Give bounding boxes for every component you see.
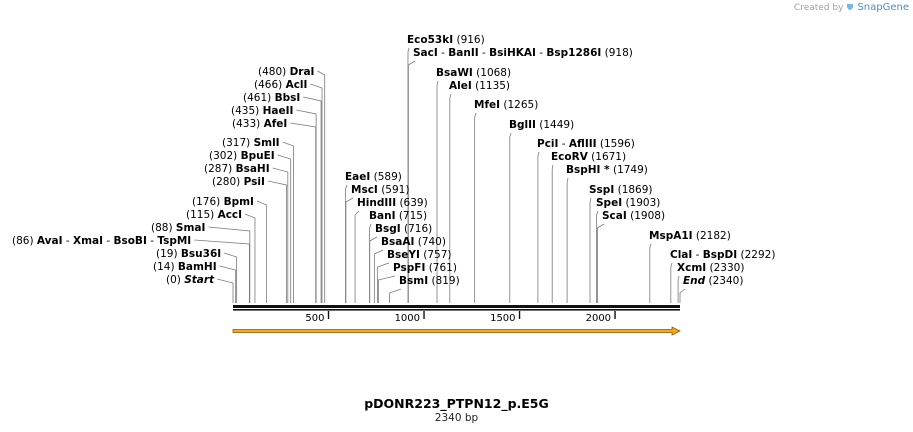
site-label-eco53ki[interactable]: Eco53kI (916)	[407, 34, 485, 46]
orf-feature	[232, 326, 681, 336]
site-leader-line	[377, 275, 396, 303]
scale-tick-label: 500	[305, 313, 324, 324]
site-label-msci[interactable]: MscI (591)	[351, 184, 409, 196]
site-label-bseyi[interactable]: BseYI (757)	[387, 249, 451, 261]
site-leader-line	[596, 210, 599, 303]
site-leader-line	[677, 275, 680, 303]
credit-brand: SnapGene	[857, 2, 909, 13]
site-label-bsmi[interactable]: BsmI (819)	[399, 275, 460, 287]
site-label-bsphi[interactable]: BspHI * (1749)	[566, 164, 648, 176]
site-label-end[interactable]: End (2340)	[683, 275, 743, 287]
site-leader-line	[345, 197, 354, 303]
site-leader-line	[449, 93, 452, 303]
site-leader-line	[589, 197, 592, 303]
site-leader-line	[219, 265, 237, 303]
map-title-block: pDONR223_PTPN12_p.E5G 2340 bp	[0, 396, 913, 424]
site-label-smai[interactable]: (88) SmaI	[151, 222, 205, 234]
orf-arrow[interactable]	[232, 326, 681, 336]
site-label-acli[interactable]: (466) AclI	[254, 79, 307, 91]
site-leader-line	[224, 252, 238, 303]
site-leader-line	[303, 96, 322, 303]
site-label-mfei[interactable]: MfeI (1265)	[474, 99, 538, 111]
site-leader-line	[317, 70, 326, 303]
site-leader-line	[566, 177, 569, 303]
site-label-alei[interactable]: AleI (1135)	[449, 80, 510, 92]
site-leader-line	[272, 167, 289, 303]
site-leader-line	[474, 112, 477, 303]
site-label-bsahi[interactable]: (287) BsaHI	[204, 163, 270, 175]
site-label-ecorv[interactable]: EcoRV (1671)	[551, 151, 626, 163]
site-label-pcii[interactable]: PciI - AflIII (1596)	[537, 138, 635, 150]
snapgene-credit: Created by SnapGene	[794, 2, 909, 13]
site-leader-line	[407, 60, 416, 303]
site-leader-line	[244, 213, 256, 303]
site-label-clai[interactable]: ClaI - BspDI (2292)	[670, 249, 775, 261]
credit-prefix: Created by	[793, 2, 844, 13]
site-leader-line	[310, 83, 323, 303]
site-label-bsawi[interactable]: BsaWI (1068)	[436, 67, 511, 79]
site-label-sspi[interactable]: SspI (1869)	[589, 184, 653, 196]
scale-ticks: 500 1000 1500 2000	[305, 311, 616, 324]
site-label-start[interactable]: (0) Start	[166, 274, 215, 286]
site-label-haeii[interactable]: (435) HaeII	[231, 105, 293, 117]
site-label-hindiii[interactable]: HindIII (639)	[357, 197, 428, 209]
map-title: pDONR223_PTPN12_p.E5G	[364, 396, 549, 411]
site-label-acci[interactable]: (115) AccI	[186, 209, 242, 221]
site-leader-lines	[194, 47, 686, 303]
site-leader-line	[389, 288, 402, 303]
site-label-smli[interactable]: (317) SmlI	[222, 137, 280, 149]
site-label-scai[interactable]: ScaI (1908)	[602, 210, 665, 222]
site-leader-line	[597, 223, 605, 303]
site-label-avai[interactable]: (86) AvaI - XmaI - BsoBI - TspMI	[12, 235, 191, 247]
site-label-bani[interactable]: BanI (715)	[369, 210, 427, 222]
site-leader-line	[216, 278, 234, 303]
site-label-drai[interactable]: (480) DraI	[258, 66, 314, 78]
map-length: 2340 bp	[434, 412, 479, 424]
site-leader-line	[373, 249, 384, 303]
snapgene-logo-icon	[847, 3, 854, 10]
site-label-bbsi[interactable]: (461) BbsI	[243, 92, 300, 104]
site-label-bsu36i[interactable]: (19) Bsu36I	[156, 248, 221, 260]
site-leader-line	[649, 243, 652, 303]
scale-tick-label: 1000	[395, 313, 420, 324]
site-label-afei[interactable]: (433) AfeI	[232, 118, 287, 130]
site-leader-line	[537, 151, 540, 303]
site-label-bsaai[interactable]: BsaAI (740)	[381, 236, 446, 248]
site-label-bsgi[interactable]: BsgI (716)	[375, 223, 432, 235]
site-label-pspfi[interactable]: PspFI (761)	[393, 262, 457, 274]
site-leader-line	[208, 226, 251, 303]
site-label-bpmi[interactable]: (176) BpmI	[192, 196, 254, 208]
site-label-xcmi[interactable]: XcmI (2330)	[677, 262, 744, 274]
site-label-bpuei[interactable]: (302) BpuEI	[209, 150, 275, 162]
scale-tick-label: 1500	[490, 313, 515, 324]
site-leader-line	[436, 80, 439, 303]
site-leader-line	[354, 210, 360, 303]
site-label-saci[interactable]: SacI - BanII - BsiHKAI - Bsp1286I (918)	[413, 47, 633, 59]
site-leader-line	[290, 122, 317, 303]
backbone-top-strand	[233, 305, 680, 308]
site-leader-line	[551, 164, 554, 303]
site-leader-line	[377, 262, 390, 303]
site-label-spei[interactable]: SpeI (1903)	[596, 197, 660, 209]
site-leader-line	[369, 236, 378, 303]
site-label-mspa1i[interactable]: MspA1I (2182)	[649, 230, 731, 242]
scale-tick-label: 2000	[586, 313, 611, 324]
site-label-bamhi[interactable]: (14) BamHI	[153, 261, 217, 273]
site-labels: (0) Start(14) BamHI(19) Bsu36I(86) AvaI …	[12, 34, 775, 287]
site-leader-line	[256, 200, 268, 303]
backbone-bottom-strand	[233, 309, 680, 311]
site-label-psii[interactable]: (280) PsiI	[212, 176, 265, 188]
site-leader-line	[296, 109, 317, 303]
site-leader-line	[679, 288, 686, 303]
site-leader-line	[670, 262, 673, 303]
sequence-backbone	[233, 305, 680, 311]
site-leader-line	[267, 180, 287, 303]
site-label-eaei[interactable]: EaeI (589)	[345, 171, 402, 183]
site-leader-line	[277, 154, 292, 303]
site-leader-line	[282, 141, 294, 303]
site-label-bglii[interactable]: BglII (1449)	[509, 119, 574, 131]
site-leader-line	[509, 132, 512, 303]
